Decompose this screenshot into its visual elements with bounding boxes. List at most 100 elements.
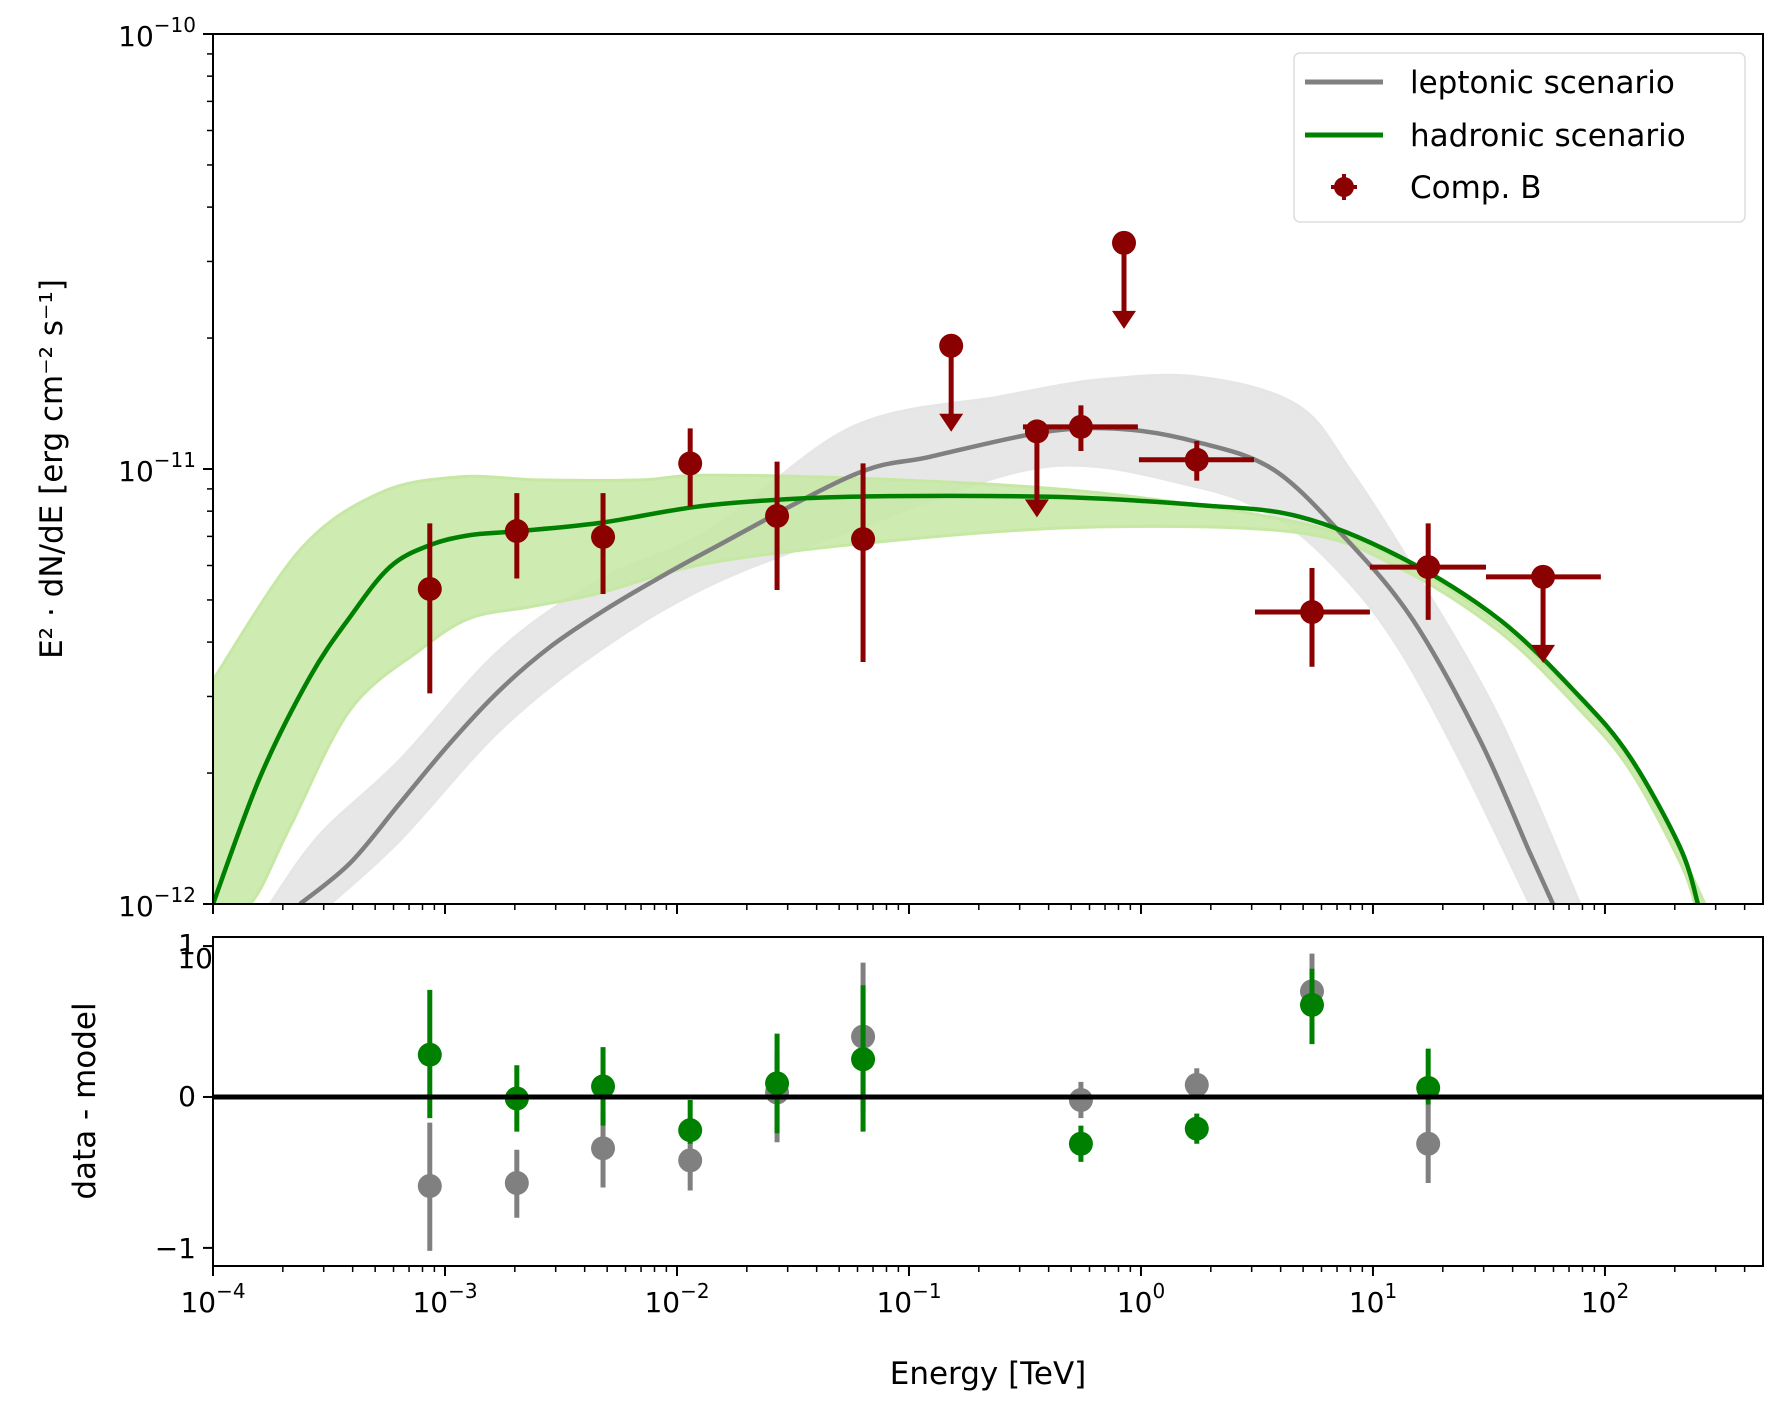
y-tick-label: 10−12 — [118, 883, 196, 923]
residual-marker — [1416, 1131, 1441, 1156]
residual-marker — [591, 1136, 616, 1161]
flux-point — [765, 461, 790, 591]
data-marker — [939, 333, 964, 358]
flux-point — [1369, 523, 1486, 620]
leptonic-residual-point — [678, 1134, 703, 1191]
hadronic-model-line — [213, 493, 1701, 904]
y-axis-title: E² · dN/dE [erg cm⁻² s⁻¹] — [34, 279, 70, 659]
data-marker — [504, 519, 529, 544]
residual-x-ticks — [212, 1266, 1746, 1276]
residual-points — [417, 953, 1441, 1251]
x-axis-title: Energy [TeV] — [890, 1356, 1087, 1392]
legend-compb-marker — [1331, 174, 1357, 200]
hadronic-residual-point — [765, 1033, 790, 1134]
leptonic-residual-point — [417, 1122, 442, 1251]
model-lines — [213, 425, 1701, 904]
data-marker — [1068, 414, 1093, 439]
stray-tick-label: 10 — [177, 942, 213, 975]
upper-limit-arrow — [939, 413, 964, 432]
data-marker — [1416, 555, 1441, 580]
residual-marker — [1184, 1116, 1209, 1141]
x-tick-label: 101 — [1349, 1279, 1397, 1319]
leptonic-residual-point — [504, 1149, 529, 1218]
data-marker — [417, 576, 442, 601]
residual-marker — [1299, 992, 1324, 1017]
residual-marker — [765, 1071, 790, 1096]
upper-limit-arrow — [1024, 499, 1049, 518]
residual-marker — [1416, 1075, 1441, 1100]
flux-point — [1138, 440, 1254, 481]
flux-point — [1022, 405, 1138, 451]
y-tick-label: 10−11 — [118, 448, 196, 488]
x-tick-label: 102 — [1581, 1279, 1629, 1319]
residual-marker — [417, 1042, 442, 1067]
flux-point — [504, 493, 529, 579]
flux-point — [591, 493, 616, 594]
flux-point — [851, 463, 876, 663]
leptonic-residual-point — [1416, 1104, 1441, 1183]
flux-points — [417, 230, 1601, 694]
residual-marker — [591, 1074, 616, 1099]
flux-point — [417, 523, 442, 694]
hadronic-residual-point — [851, 985, 876, 1132]
residual-marker — [417, 1174, 442, 1199]
res-y-tick-label: −1 — [155, 1232, 196, 1265]
y-tick-label: 10−10 — [118, 13, 196, 53]
hadronic-residual-point — [1299, 968, 1324, 1045]
legend-box — [1293, 52, 1746, 223]
data-marker — [765, 503, 790, 528]
hadronic-residual-point — [678, 1099, 703, 1144]
upper-limit-point — [1485, 564, 1601, 663]
residual-frame — [212, 936, 1764, 1267]
data-marker — [1024, 419, 1049, 444]
legend: leptonic scenario hadronic scenario Comp… — [1293, 52, 1746, 223]
residual-marker — [504, 1170, 529, 1195]
upper-limit-point — [939, 333, 964, 432]
res-y-axis-title: data - model — [67, 1002, 103, 1199]
data-marker — [1184, 447, 1209, 472]
residual-plot-area — [213, 937, 1763, 1266]
model-bands — [213, 373, 1707, 904]
data-marker — [678, 451, 703, 476]
residual-y-ticks — [203, 945, 213, 1249]
upper-limit-point — [1112, 230, 1137, 329]
spectrum-y-tick-labels: 10−10 10−11 10−12 — [118, 13, 196, 923]
hadronic-band — [213, 473, 1707, 904]
data-marker — [1531, 564, 1556, 589]
residual-marker — [678, 1148, 703, 1173]
residual-marker — [1068, 1087, 1093, 1112]
leptonic-residual-point — [1068, 1081, 1093, 1119]
flux-point — [1254, 568, 1370, 667]
res-y-tick-label: 1 — [178, 928, 196, 961]
upper-limit-arrow — [1112, 310, 1137, 329]
hadronic-residual-point — [1068, 1125, 1093, 1162]
x-tick-label: 10−4 — [180, 1279, 245, 1319]
data-marker — [1112, 230, 1137, 255]
data-marker — [851, 527, 876, 552]
legend-leptonic-label: leptonic scenario — [1410, 65, 1675, 101]
x-tick-label: 10−3 — [412, 1279, 477, 1319]
leptonic-model-line — [298, 425, 1556, 904]
residual-panel: 1 10 0 −1 data - model — [67, 928, 1764, 1276]
x-tick-label: 100 — [1117, 1279, 1165, 1319]
flux-point — [678, 428, 703, 507]
legend-hadronic-label: hadronic scenario — [1410, 118, 1686, 154]
x-tick-labels: 10−4 10−3 10−2 10−1 100 101 102 — [180, 1279, 1629, 1319]
upper-limit-arrow — [1531, 644, 1556, 663]
legend-compb-label: Comp. B — [1410, 170, 1541, 206]
leptonic-residual-point — [1184, 1068, 1209, 1099]
hadronic-residual-point — [1184, 1113, 1209, 1144]
spectrum-x-ticks — [212, 904, 1746, 914]
residual-marker — [1184, 1072, 1209, 1097]
x-tick-label: 10−1 — [876, 1279, 941, 1319]
hadronic-residual-point — [591, 1047, 616, 1126]
res-y-tick-label: 0 — [178, 1080, 196, 1113]
x-tick-label: 10−2 — [644, 1279, 709, 1319]
residual-marker — [678, 1118, 703, 1143]
data-marker — [1299, 600, 1324, 625]
data-marker — [591, 524, 616, 549]
residual-marker — [1068, 1131, 1093, 1156]
residual-marker — [851, 1047, 876, 1072]
spectrum-y-ticks — [203, 33, 213, 905]
